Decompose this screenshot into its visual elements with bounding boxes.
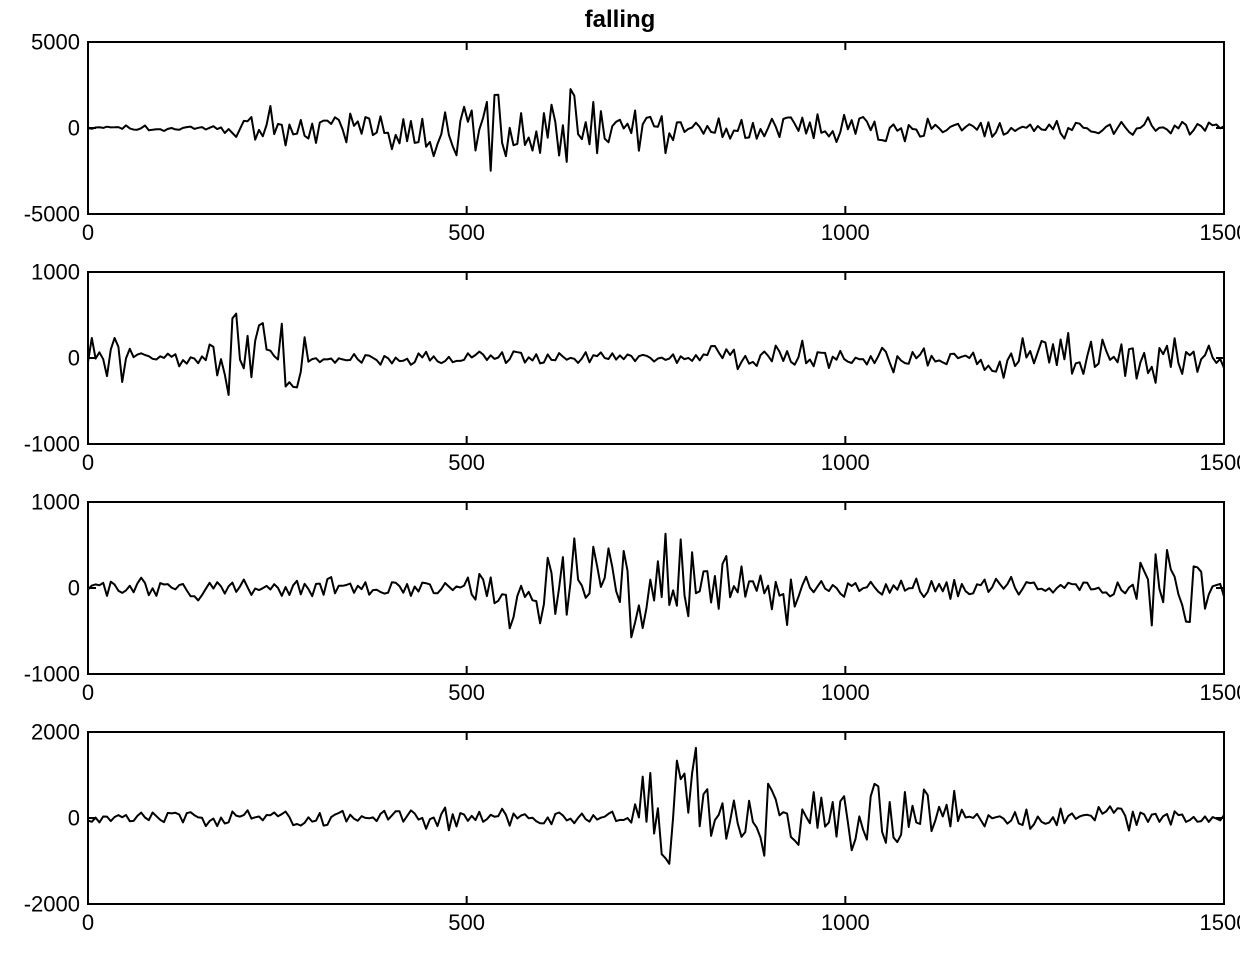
xtick-label: 500 xyxy=(448,680,485,705)
figure-title: falling xyxy=(0,6,1240,34)
signal-line xyxy=(88,89,1224,171)
xtick-label: 1500 xyxy=(1200,220,1240,245)
figure-container: falling 050010001500-5000050000500100015… xyxy=(0,0,1240,968)
xtick-label: 1000 xyxy=(821,450,870,475)
xtick-label: 500 xyxy=(448,220,485,245)
xtick-label: 0 xyxy=(82,910,94,935)
signal-line xyxy=(88,314,1224,395)
ytick-label: 1000 xyxy=(31,494,80,515)
ytick-label: 1000 xyxy=(31,264,80,285)
xtick-label: 500 xyxy=(448,450,485,475)
ytick-label: 0 xyxy=(68,116,80,141)
xtick-label: 1000 xyxy=(821,220,870,245)
signal-line xyxy=(88,748,1224,864)
xtick-label: 1500 xyxy=(1200,910,1240,935)
xtick-label: 1500 xyxy=(1200,680,1240,705)
ytick-label: -1000 xyxy=(24,662,80,687)
ytick-label: 0 xyxy=(68,346,80,371)
signal-line xyxy=(88,534,1224,638)
xtick-label: 0 xyxy=(82,680,94,705)
ytick-label: 5000 xyxy=(31,34,80,55)
subplot-2: 050010001500-100001000 xyxy=(8,264,1240,480)
ytick-label: 0 xyxy=(68,576,80,601)
xtick-label: 1500 xyxy=(1200,450,1240,475)
ytick-label: -1000 xyxy=(24,432,80,457)
subplot-1: 050010001500-500005000 xyxy=(8,34,1240,250)
xtick-label: 0 xyxy=(82,450,94,475)
ytick-label: -5000 xyxy=(24,202,80,227)
xtick-label: 1000 xyxy=(821,680,870,705)
subplot-4: 050010001500-200002000 xyxy=(8,724,1240,940)
axes-box xyxy=(88,272,1224,444)
ytick-label: -2000 xyxy=(24,892,80,917)
xtick-label: 1000 xyxy=(821,910,870,935)
xtick-label: 500 xyxy=(448,910,485,935)
ytick-label: 0 xyxy=(68,806,80,831)
subplot-3: 050010001500-100001000 xyxy=(8,494,1240,710)
ytick-label: 2000 xyxy=(31,724,80,745)
xtick-label: 0 xyxy=(82,220,94,245)
